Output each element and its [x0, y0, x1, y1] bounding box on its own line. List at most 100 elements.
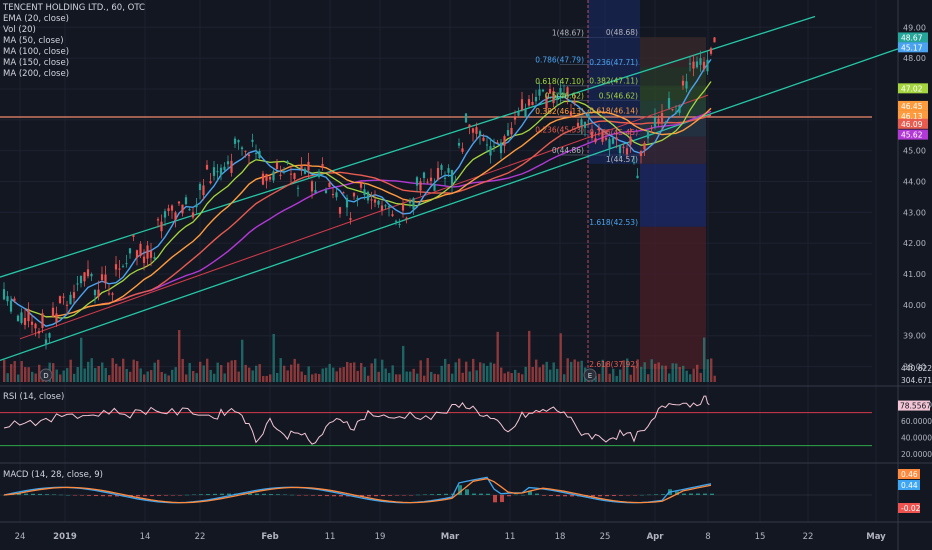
- x-tick-label: 18: [555, 532, 566, 542]
- candle-body: [709, 48, 713, 54]
- volume-bar: [342, 367, 345, 382]
- volume-bar: [248, 367, 251, 382]
- volume-bar: [622, 360, 625, 382]
- legend-ma100[interactable]: MA (100, close): [3, 47, 70, 57]
- rsi-badge-label: 78.5567: [900, 402, 931, 411]
- legend-ma150[interactable]: MA (150, close): [3, 58, 70, 68]
- volume-bar: [577, 361, 580, 382]
- macd-hist-bar: [45, 494, 49, 495]
- volume-bar: [146, 371, 149, 382]
- candle-body: [464, 113, 468, 123]
- ema20-line: [10, 58, 712, 327]
- volume-bar: [283, 365, 286, 382]
- volume-bar: [87, 361, 90, 382]
- candle-body: [146, 245, 149, 259]
- candle-body: [212, 167, 216, 176]
- volume-bar: [682, 365, 685, 382]
- macd-hist-bar: [395, 495, 399, 496]
- legend-volume[interactable]: Vol (20): [3, 25, 36, 35]
- volume-badge-label: 304.671K: [901, 376, 932, 385]
- volume-bar: [398, 374, 401, 382]
- volume-bar: [678, 366, 681, 382]
- candle-body: [597, 127, 601, 131]
- volume-bar: [493, 363, 496, 382]
- volume-bar: [454, 362, 457, 382]
- macd-hist-bar: [682, 493, 686, 495]
- legend-ma50[interactable]: MA (50, close): [3, 36, 64, 46]
- candle-body: [44, 339, 48, 345]
- macd-hist-bar: [115, 495, 119, 497]
- volume-bar: [153, 362, 156, 382]
- candle-body: [373, 199, 377, 203]
- candle-body: [167, 208, 170, 211]
- macd-hist-bar: [654, 494, 658, 495]
- volume-bar: [423, 375, 426, 382]
- rsi-badge: [898, 400, 930, 411]
- candle-body: [114, 264, 118, 270]
- macd-hist-bar: [171, 495, 175, 496]
- volume-bar: [101, 362, 104, 382]
- volume-bar: [244, 364, 247, 382]
- volume-bar: [10, 364, 13, 382]
- volume-bar: [258, 364, 261, 382]
- macd-pane-label[interactable]: MACD (14, 28, close, 9): [3, 470, 103, 480]
- volume-bar: [6, 373, 9, 382]
- x-tick-label: 24: [15, 532, 26, 542]
- volume-bar: [412, 368, 415, 382]
- candle-body: [338, 207, 342, 214]
- candle-body: [366, 191, 370, 201]
- volume-bar: [335, 371, 338, 382]
- axis-badge: [898, 118, 928, 129]
- candle-body: [695, 61, 699, 68]
- candle-body: [401, 203, 405, 211]
- candle-body: [125, 263, 128, 265]
- candle-body: [583, 121, 587, 128]
- candle-body: [279, 174, 282, 176]
- macd-hist-bar: [360, 495, 364, 497]
- candle-body: [230, 160, 233, 173]
- fib-label: 0.236(45.53): [535, 125, 584, 134]
- volume-bar: [230, 360, 233, 382]
- rsi-tick-label: 60.0000: [901, 417, 932, 426]
- rsi-line: [3, 395, 710, 445]
- candle-body: [471, 128, 475, 133]
- candle-body: [555, 96, 559, 101]
- macd-hist-bar: [612, 495, 616, 496]
- fib-label: 0(48.68): [606, 28, 638, 37]
- volume-bar: [388, 372, 391, 382]
- volume-bar: [108, 375, 111, 382]
- candle-body: [160, 221, 163, 232]
- macd-hist-bar: [143, 495, 147, 497]
- macd-hist-bar: [94, 495, 98, 497]
- axis-badge-label: 45.17: [901, 43, 923, 52]
- y-tick-label: 43.00: [903, 208, 926, 217]
- volume-bar: [377, 371, 380, 382]
- candle-body: [685, 81, 688, 89]
- candle-body: [576, 122, 580, 127]
- candle-body: [510, 127, 513, 135]
- legend-ema20[interactable]: EMA (20, close): [3, 14, 69, 24]
- volume-bar: [80, 337, 83, 382]
- legend-ma200[interactable]: MA (200, close): [3, 69, 70, 79]
- candle-body: [541, 89, 545, 92]
- volume-bar: [139, 368, 142, 382]
- fib-label: 0.5(46.62): [545, 92, 584, 101]
- candle-body: [692, 61, 695, 69]
- volume-bar: [703, 337, 706, 382]
- macd-hist-bar: [521, 494, 525, 496]
- macd-hist-bar: [199, 494, 203, 495]
- event-marker-label: E: [588, 372, 592, 380]
- volume-bar: [185, 374, 188, 382]
- volume-bar: [160, 371, 163, 382]
- volume-bar: [395, 374, 398, 382]
- volume-bar: [465, 361, 468, 382]
- macd-hist-bar: [675, 491, 679, 495]
- candle-body: [219, 167, 223, 176]
- rsi-pane-label[interactable]: RSI (14, close): [3, 392, 65, 402]
- volume-bar: [668, 373, 671, 382]
- candle-body: [681, 80, 685, 86]
- candle-body: [6, 296, 9, 302]
- volume-bar: [524, 366, 527, 382]
